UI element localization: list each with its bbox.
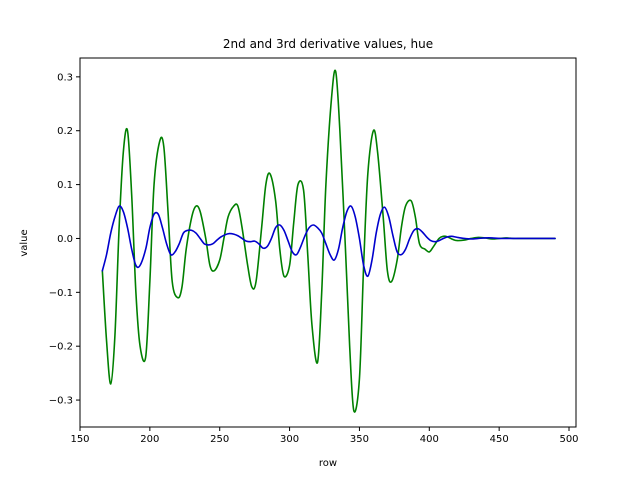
chart-title: 2nd and 3rd derivative values, hue (223, 37, 433, 51)
y-axis: −0.3 −0.2 −0.1 0.0 0.1 0.2 0.3 (49, 72, 80, 407)
plot-frame (79, 57, 577, 428)
x-tick-label: 350 (350, 434, 369, 445)
x-tick-label: 200 (140, 434, 159, 445)
y-tick-label: 0.3 (57, 72, 73, 83)
y-tick-label: −0.2 (49, 342, 73, 353)
x-tick-label: 150 (70, 434, 89, 445)
y-tick-label: 0.2 (57, 126, 73, 137)
x-tick-label: 300 (280, 434, 299, 445)
x-tick-label: 450 (490, 434, 509, 445)
plot-area (101, 69, 556, 413)
y-tick-label: 0.0 (57, 234, 73, 245)
x-axis: 150 200 250 300 350 400 450 500 (70, 427, 579, 445)
x-tick-label: 500 (559, 434, 578, 445)
x-axis-label: row (319, 458, 337, 469)
x-tick-label: 250 (210, 434, 229, 445)
y-tick-label: 0.1 (57, 180, 73, 191)
y-axis-label: value (19, 229, 30, 256)
y-tick-label: −0.1 (49, 288, 73, 299)
y-tick-label: −0.3 (49, 396, 73, 407)
series-line-2 (101, 205, 556, 278)
x-tick-label: 400 (420, 434, 439, 445)
